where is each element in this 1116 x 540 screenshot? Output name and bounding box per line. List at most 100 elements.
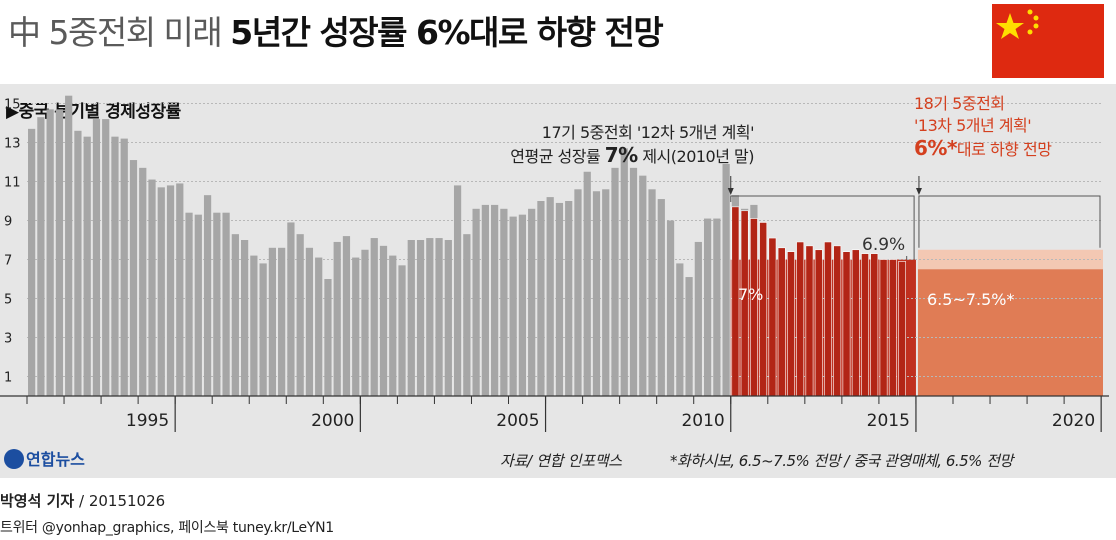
forecast-label: 6.5~7.5%* xyxy=(927,290,1015,309)
footnote-text: *화하시보, 6.5~7.5% 전망 / 중국 관영매체, 6.5% 전망 xyxy=(670,452,1013,470)
bar-history xyxy=(574,189,582,396)
bar-history xyxy=(305,247,314,396)
bars-layer xyxy=(28,95,906,397)
bar-recent xyxy=(833,245,842,397)
yonhap-logo: 연합뉴스 xyxy=(4,446,85,470)
x-tick-label: 2015 xyxy=(867,411,910,431)
bar-history xyxy=(55,109,64,396)
bar-history xyxy=(111,136,119,396)
forecast-level-area xyxy=(917,269,1103,396)
bar-history xyxy=(129,160,138,396)
annotation-13th-line1: 18기 5중전회 xyxy=(914,94,1005,113)
bar-history xyxy=(537,201,545,396)
bar-history xyxy=(278,247,286,396)
bar-history xyxy=(602,189,610,396)
bar-history xyxy=(620,148,628,396)
annotation-13th-line2: '13차 5개년 계획' xyxy=(914,116,1032,135)
bar-recent xyxy=(787,251,795,397)
bar-history xyxy=(426,238,434,396)
annotation-13th-big: 6%* xyxy=(914,136,957,160)
bar-history xyxy=(685,277,693,396)
bar-history xyxy=(435,238,443,396)
bar-history xyxy=(491,204,499,396)
plan12-bracket xyxy=(730,195,915,260)
bar-history xyxy=(83,136,91,396)
bar-history xyxy=(324,279,332,396)
bar-recent xyxy=(879,259,888,397)
bar-history xyxy=(213,212,221,396)
x-tick-label: 2000 xyxy=(311,411,354,431)
bar-history xyxy=(139,167,147,396)
bar-recent xyxy=(777,247,786,397)
credit-name: 박영석 기자 xyxy=(0,492,75,510)
bar-history xyxy=(509,216,517,396)
bar-history xyxy=(713,218,721,396)
bar-history xyxy=(694,241,702,396)
y-tick-label: 15 xyxy=(4,98,21,113)
bar-history xyxy=(240,240,249,396)
bar-history xyxy=(472,208,480,396)
x-tick-label: 1995 xyxy=(126,411,169,431)
y-tick-label: 9 xyxy=(4,215,12,230)
annotation-12th-line2-post: 제시(2010년 말) xyxy=(642,147,754,166)
bar-history xyxy=(166,185,175,396)
bar-recent xyxy=(814,249,823,397)
bar-history xyxy=(176,183,184,396)
credit-date: / 20151026 xyxy=(79,492,166,510)
bar-history xyxy=(231,234,239,396)
bar-history xyxy=(361,249,369,396)
x-tick-label: 2010 xyxy=(681,411,724,431)
plan12-label: 7% xyxy=(738,285,763,304)
bar-history xyxy=(565,201,573,396)
bar-history xyxy=(342,236,351,396)
bar-history xyxy=(389,255,397,396)
bar-history xyxy=(398,265,406,396)
bar-history xyxy=(120,138,128,396)
page-title: 中 5중전회 미래 5년간 성장률 6%대로 하향 전망 xyxy=(8,6,664,54)
bar-history xyxy=(583,171,591,396)
bracket-layer xyxy=(727,176,1101,260)
last-value-label: 6.9% xyxy=(862,235,905,255)
bar-history xyxy=(379,245,388,396)
china-flag-icon xyxy=(992,4,1104,78)
y-tick-label: 7 xyxy=(4,254,12,269)
x-tick-label: 2005 xyxy=(496,411,539,431)
y-tick-label: 1 xyxy=(4,371,12,386)
y-tick-label: 11 xyxy=(4,176,21,191)
plan12-arrow xyxy=(727,188,734,195)
bar-history xyxy=(639,175,647,396)
bar-history xyxy=(74,130,82,397)
bar-history xyxy=(194,214,202,396)
bar-history xyxy=(463,234,471,396)
bar-history xyxy=(370,238,378,396)
title-bold: 5년간 성장률 6%대로 하향 전망 xyxy=(230,13,663,52)
label-layer: 7% 6.9% 6.5~7.5%* xyxy=(738,235,1015,309)
yonhap-logo-icon xyxy=(4,449,24,469)
title-light: 中 5중전회 미래 xyxy=(8,13,223,52)
bar-history xyxy=(592,191,601,396)
bar-history xyxy=(28,128,36,396)
bar-history xyxy=(333,241,341,396)
bar-recent xyxy=(898,261,906,397)
bar-history xyxy=(315,257,323,396)
bar-history xyxy=(185,212,193,396)
x-tick-label: 2020 xyxy=(1052,411,1095,431)
bar-history xyxy=(666,220,675,396)
bar-history xyxy=(92,119,101,396)
bar-history xyxy=(250,255,258,396)
bar-recent xyxy=(851,249,860,397)
annotation-12th-line1: 17기 5중전회 '12차 5개년 계획' xyxy=(541,123,755,142)
bar-recent xyxy=(768,237,777,397)
bar-recent xyxy=(759,222,768,397)
bar-history xyxy=(102,119,110,396)
bar-history xyxy=(46,109,54,396)
bar-recent xyxy=(870,253,879,397)
forecast-arrow xyxy=(915,188,922,195)
annotation-12th-plan: 17기 5중전회 '12차 5개년 계획' 연평균 성장률 7% 제시(2010… xyxy=(510,122,754,168)
bar-history xyxy=(287,222,295,396)
bar-history xyxy=(611,167,619,396)
annotation-13th-plan: 18기 5중전회 '13차 5개년 계획' 6%*대로 하향 전망 xyxy=(914,93,1052,161)
annotation-13th-line3: 6%*대로 하향 전망 xyxy=(914,136,1052,161)
